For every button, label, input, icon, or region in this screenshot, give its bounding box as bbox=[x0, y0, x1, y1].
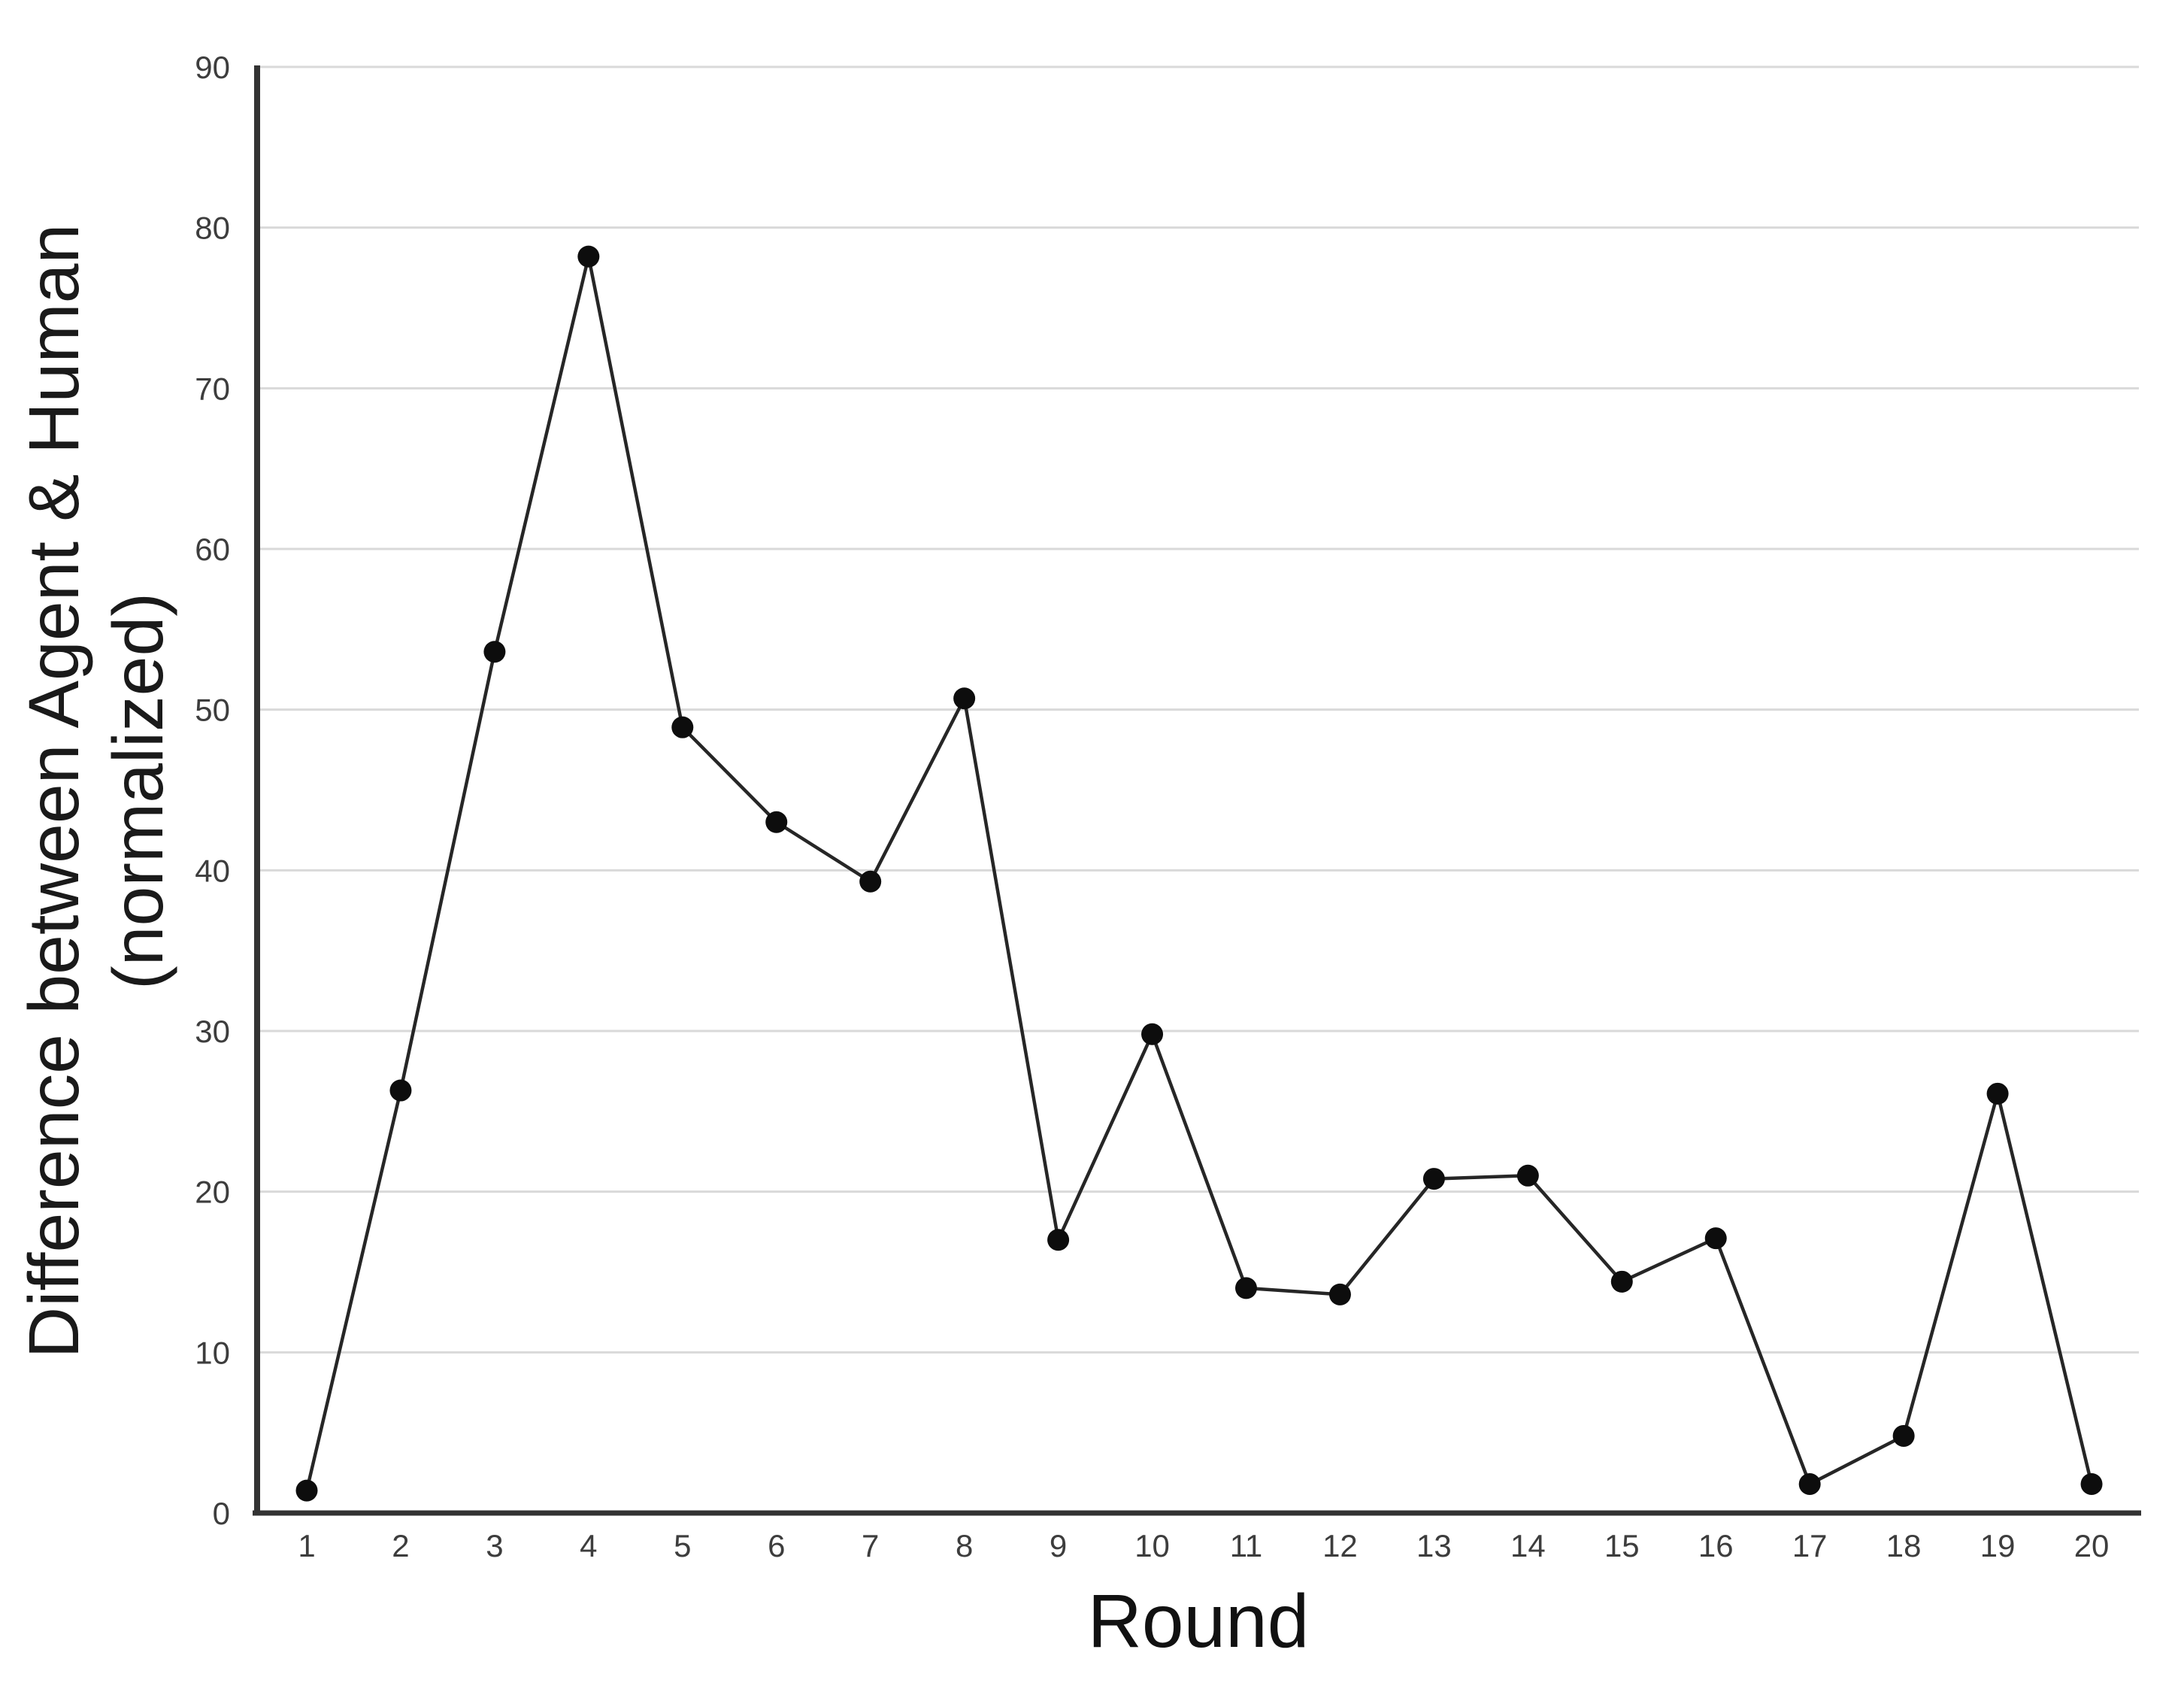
x-tick-label: 18 bbox=[1886, 1528, 1922, 1563]
x-tick-label: 5 bbox=[674, 1528, 691, 1563]
x-tick-label: 2 bbox=[392, 1528, 409, 1563]
y-tick-label: 0 bbox=[213, 1496, 230, 1531]
x-tick-label: 11 bbox=[1230, 1528, 1263, 1563]
x-tick-label: 16 bbox=[1698, 1528, 1734, 1563]
x-tick-label: 15 bbox=[1604, 1528, 1640, 1563]
data-point-round-4 bbox=[577, 245, 600, 268]
data-point-round-3 bbox=[483, 641, 506, 663]
data-point-round-1 bbox=[295, 1479, 318, 1502]
data-point-round-14 bbox=[1516, 1164, 1539, 1187]
data-point-round-9 bbox=[1047, 1229, 1070, 1251]
y-tick-label: 90 bbox=[195, 50, 230, 85]
y-tick-label: 40 bbox=[195, 853, 230, 888]
y-tick-label: 30 bbox=[195, 1014, 230, 1049]
y-tick-label: 60 bbox=[195, 532, 230, 567]
data-point-round-13 bbox=[1422, 1168, 1445, 1190]
x-tick-label: 14 bbox=[1510, 1528, 1546, 1563]
data-point-round-7 bbox=[859, 870, 882, 893]
data-point-round-6 bbox=[765, 811, 788, 833]
y-axis-title-line2: (normalized) bbox=[98, 593, 178, 990]
data-point-round-16 bbox=[1704, 1227, 1727, 1250]
data-point-round-10 bbox=[1141, 1023, 1164, 1045]
data-point-round-19 bbox=[1986, 1082, 2009, 1105]
data-point-round-5 bbox=[671, 716, 694, 738]
x-tick-label: 17 bbox=[1792, 1528, 1828, 1563]
x-tick-label: 12 bbox=[1322, 1528, 1358, 1563]
y-tick-label: 50 bbox=[195, 693, 230, 728]
x-tick-label: 8 bbox=[956, 1528, 973, 1563]
x-axis-title: Round bbox=[1087, 1579, 1310, 1663]
y-tick-label: 70 bbox=[195, 371, 230, 406]
data-point-round-15 bbox=[1610, 1270, 1633, 1293]
x-tick-label: 13 bbox=[1416, 1528, 1452, 1563]
x-tick-label: 1 bbox=[298, 1528, 315, 1563]
data-point-round-12 bbox=[1328, 1283, 1351, 1305]
x-tick-label: 4 bbox=[580, 1528, 597, 1563]
data-point-round-2 bbox=[389, 1079, 412, 1102]
data-point-round-20 bbox=[2080, 1473, 2103, 1496]
x-tick-label: 20 bbox=[2074, 1528, 2110, 1563]
data-point-round-18 bbox=[1892, 1424, 1915, 1447]
x-tick-label: 9 bbox=[1050, 1528, 1067, 1563]
x-tick-label: 10 bbox=[1134, 1528, 1170, 1563]
x-tick-label: 7 bbox=[862, 1528, 879, 1563]
x-tick-label: 6 bbox=[768, 1528, 785, 1563]
series-line bbox=[304, 254, 2094, 1491]
x-tick-label: 19 bbox=[1980, 1528, 2016, 1563]
y-tick-label: 10 bbox=[195, 1335, 230, 1370]
data-point-round-8 bbox=[953, 687, 976, 710]
y-tick-label: 20 bbox=[195, 1175, 230, 1210]
y-axis-title: Difference between Agent & Human (normal… bbox=[12, 224, 180, 1359]
y-tick-label: 80 bbox=[195, 211, 230, 246]
x-tick-label: 3 bbox=[486, 1528, 503, 1563]
data-point-round-17 bbox=[1798, 1473, 1821, 1496]
y-axis-title-line1: Difference between Agent & Human bbox=[14, 223, 94, 1359]
data-point-round-11 bbox=[1235, 1277, 1257, 1299]
